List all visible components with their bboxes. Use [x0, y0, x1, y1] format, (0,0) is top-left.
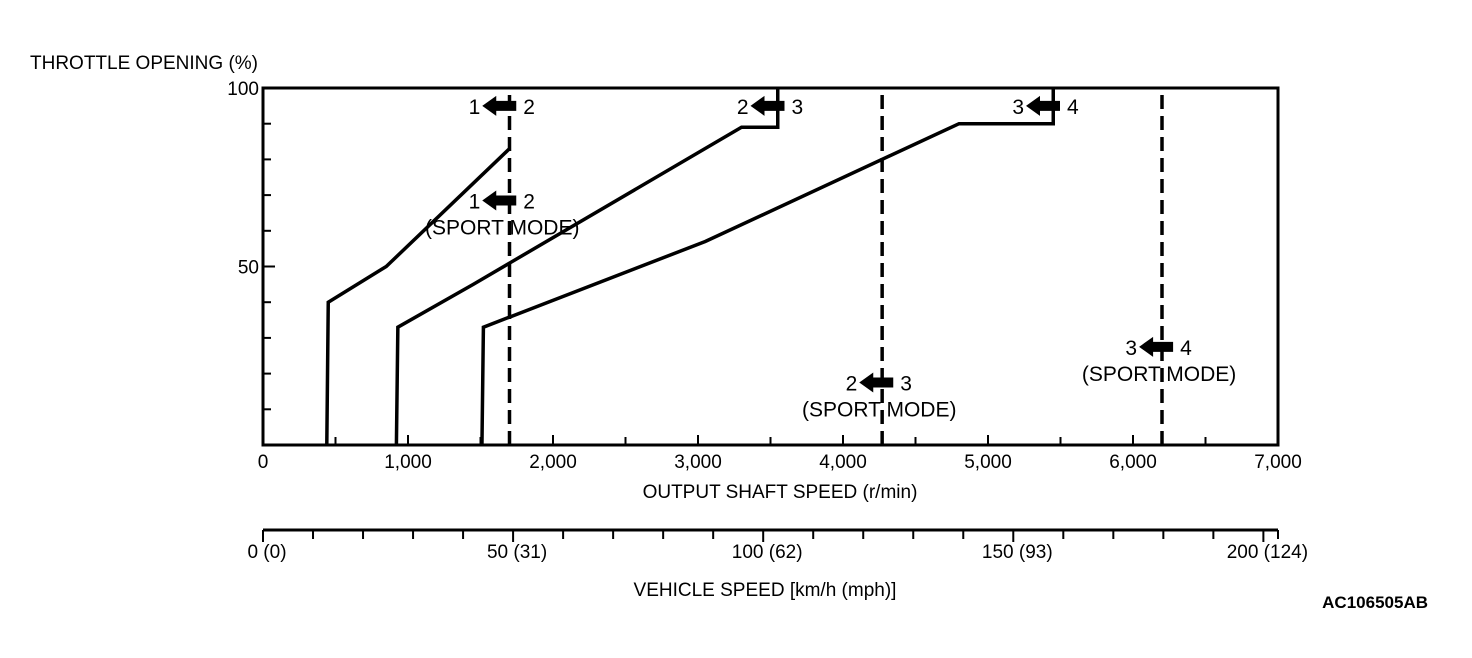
y-axis-title: THROTTLE OPENING (%) — [30, 53, 258, 74]
shift-from-label: 1 — [469, 190, 481, 213]
shift-to-label: 2 — [523, 190, 535, 213]
shift-annotation-3-4: 3 4 (SPORT MODE) — [1082, 336, 1236, 386]
shift-to-label: 2 — [523, 96, 535, 119]
x-tick-label: 5,000 — [964, 452, 1012, 473]
shift-line-1-2 — [325, 147, 511, 446]
shift-to-label: 4 — [1180, 337, 1192, 360]
x-tick-label: 1,000 — [384, 452, 432, 473]
x-tick-label: 0 — [258, 452, 269, 473]
x-axis: 0 1,000 2,000 3,000 4,000 5,000 6,000 7,000 — [258, 435, 1302, 473]
arrow-left-icon — [1139, 336, 1174, 357]
shift-annotation-1-2: 1 2 (SPORT MODE) — [425, 190, 579, 239]
y-tick-label: 50 — [238, 258, 259, 279]
shift-to-label: 3 — [792, 96, 804, 119]
vehicle-tick-label: 150 (93) — [982, 542, 1053, 563]
sport-mode-label: (SPORT MODE) — [1082, 363, 1236, 386]
shift-from-label: 1 — [469, 96, 481, 119]
series-lines — [325, 88, 1164, 446]
shift-from-label: 2 — [846, 373, 858, 396]
shift-to-label: 4 — [1067, 96, 1079, 119]
x-tick-label: 3,000 — [674, 452, 722, 473]
plot-area — [261, 86, 1280, 447]
arrow-left-icon — [1026, 95, 1060, 116]
shift-from-label: 3 — [1012, 96, 1024, 119]
shift-line-3-4 — [480, 88, 1055, 446]
sport-mode-label: (SPORT MODE) — [425, 216, 579, 239]
shift-annotation-2-3: 2 3 (SPORT MODE) — [802, 372, 956, 422]
vehicle-speed-axis-title: VEHICLE SPEED [km/h (mph)] — [634, 580, 897, 601]
arrow-left-icon — [482, 95, 517, 116]
shift-line-2-3 — [394, 88, 780, 446]
shift-to-label: 3 — [900, 373, 912, 396]
reference-code: AC106505AB — [1322, 593, 1428, 612]
x-axis-title: OUTPUT SHAFT SPEED (r/min) — [643, 482, 918, 503]
vehicle-tick-label: 50 (31) — [487, 542, 547, 563]
arrow-left-icon — [859, 372, 894, 393]
vehicle-tick-label: 200 (124) — [1227, 542, 1308, 563]
x-tick-label: 4,000 — [819, 452, 867, 473]
x-tick-label: 6,000 — [1109, 452, 1157, 473]
x-tick-label: 2,000 — [529, 452, 577, 473]
x-tick-label: 7,000 — [1254, 452, 1302, 473]
vehicle-tick-label: 0 (0) — [247, 542, 286, 563]
y-axis: 50 100 — [227, 79, 275, 411]
vehicle-tick-label: 100 (62) — [732, 542, 803, 563]
shift-from-label: 3 — [1125, 337, 1137, 360]
vehicle-speed-axis: 0 (0) 50 (31) 100 (62) 150 (93) 200 (124) — [247, 528, 1308, 563]
arrow-left-icon — [482, 190, 517, 211]
shift-from-label: 2 — [737, 96, 749, 119]
shift-annotations: 1 2 2 3 3 41 2(SPORT MODE)2 3(SPORT MODE)3 4(SPO… — [425, 95, 1236, 422]
sport-mode-label: (SPORT MODE) — [802, 399, 956, 422]
plot-frame — [261, 86, 1280, 447]
y-tick-label: 100 — [227, 79, 259, 100]
arrow-left-icon — [750, 95, 785, 116]
